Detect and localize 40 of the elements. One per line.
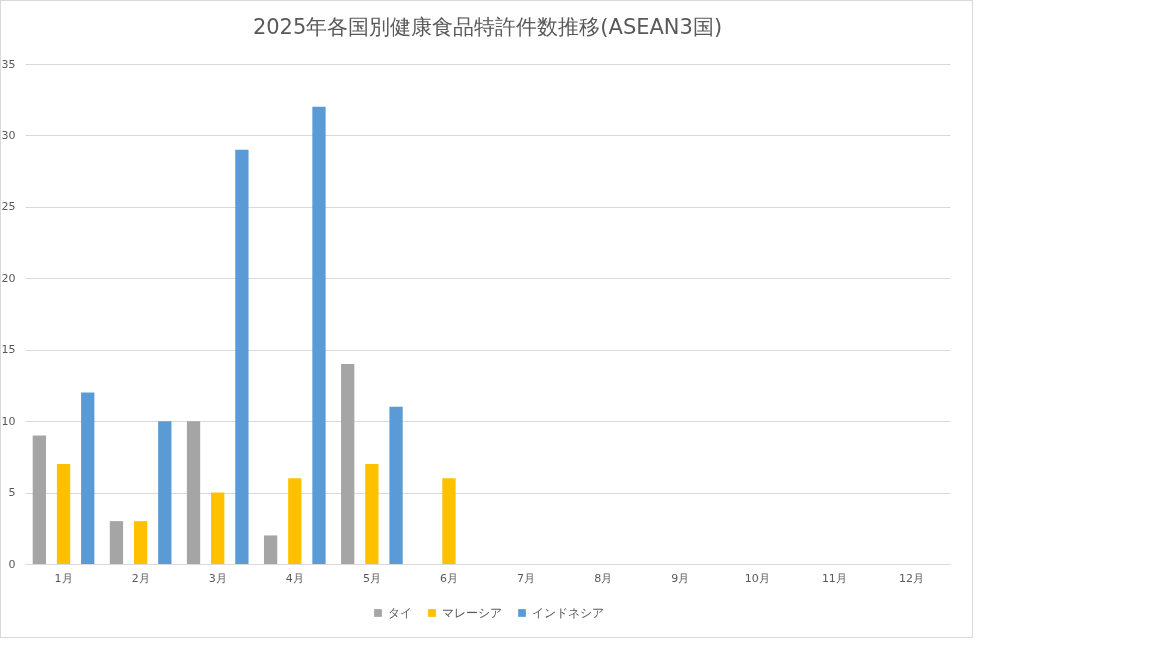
bar	[341, 364, 355, 564]
bar	[389, 406, 403, 564]
bar	[32, 435, 47, 564]
bar	[81, 392, 95, 564]
x-tick-label: 6月	[439, 571, 458, 585]
legend-label: タイ	[388, 606, 412, 620]
bar	[288, 478, 302, 564]
bar	[442, 478, 456, 564]
bar	[263, 535, 278, 564]
x-tick-label: 1月	[54, 571, 73, 585]
x-tick-label: 8月	[594, 571, 613, 585]
x-tick-label: 12月	[898, 571, 924, 585]
y-tick-label: 15	[1, 343, 16, 357]
x-tick-label: 2月	[131, 571, 150, 585]
x-tick-label: 3月	[208, 571, 227, 585]
x-tick-label: 9月	[671, 571, 690, 585]
bar	[133, 521, 148, 564]
y-tick-label: 30	[1, 128, 16, 142]
y-tick-label: 20	[1, 271, 16, 285]
bar	[235, 149, 249, 564]
bar	[211, 492, 225, 564]
x-tick-label: 4月	[285, 571, 304, 585]
legend-label: マレーシア	[442, 606, 502, 620]
x-tick-label: 11月	[821, 571, 847, 585]
bar	[56, 464, 71, 564]
y-tick-label: 5	[8, 486, 16, 500]
bar	[365, 464, 379, 564]
chart-title: 2025年各国別健康食品特許件数推移(ASEAN3国)	[252, 15, 723, 39]
y-tick-label: 35	[1, 57, 16, 71]
y-tick-label: 10	[1, 414, 16, 428]
bar	[312, 106, 326, 564]
bar	[158, 421, 172, 564]
y-tick-label: 25	[1, 200, 16, 214]
x-tick-label: 7月	[517, 571, 536, 585]
x-tick-label: 5月	[362, 571, 381, 585]
bar	[186, 421, 201, 564]
y-tick-label: 0	[8, 557, 16, 571]
legend-label: インドネシア	[532, 606, 604, 620]
x-tick-label: 10月	[744, 571, 770, 585]
bar	[109, 521, 124, 564]
